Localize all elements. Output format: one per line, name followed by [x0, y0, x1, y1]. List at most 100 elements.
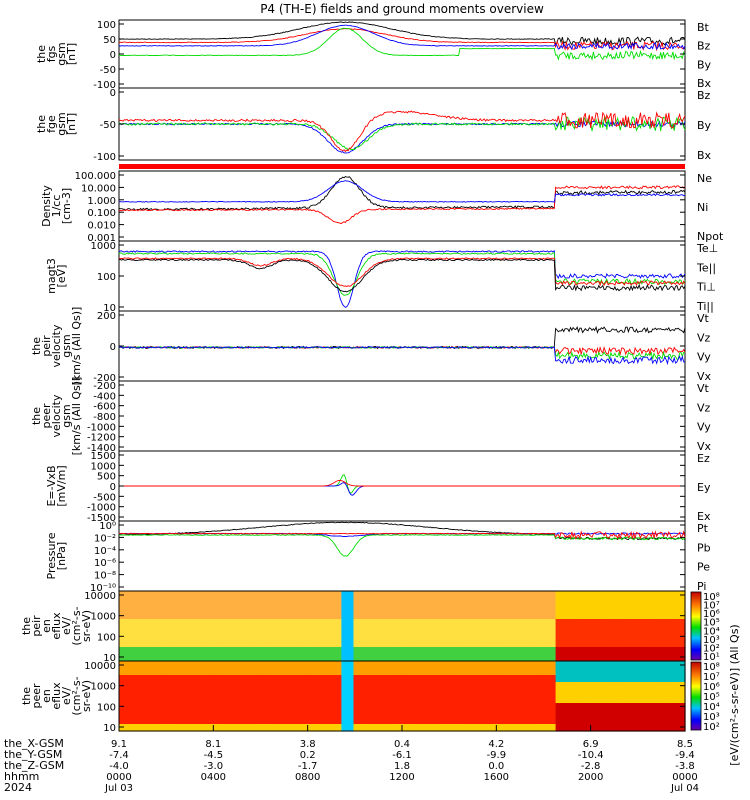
spectrogram-cell	[596, 591, 601, 599]
spectrogram-cell	[224, 703, 229, 711]
spectrogram-cell	[640, 626, 646, 634]
spectrogram-cell	[531, 661, 537, 669]
spectrogram-cell	[175, 612, 181, 620]
spectrogram-cell	[539, 605, 545, 613]
spectrogram-cell	[175, 647, 181, 655]
spectrogram-cell	[414, 682, 419, 690]
spectrogram-cell	[495, 717, 500, 725]
y-tick-label: 10	[103, 723, 116, 734]
spectrogram-cell	[503, 668, 508, 676]
spectrogram-cell	[454, 703, 460, 711]
spectrogram-cell	[503, 654, 508, 662]
spectrogram-cell	[203, 675, 209, 683]
spectrogram-cell	[244, 668, 249, 676]
spectrogram-cell	[495, 598, 500, 606]
spectrogram-cell	[203, 633, 209, 641]
colorbar	[690, 591, 702, 661]
spectrogram-cell	[175, 654, 181, 662]
spectrogram-cell	[426, 696, 431, 704]
spectrogram-cell	[280, 724, 286, 732]
spectrogram-cell	[575, 703, 581, 711]
spectrogram-cell	[579, 605, 585, 613]
spectrogram-cell	[167, 668, 173, 676]
spectrogram-cell	[288, 612, 294, 620]
spectrogram-cell	[228, 633, 233, 641]
x-row-label: the_X-GSM	[4, 737, 64, 750]
spectrogram-cell	[292, 654, 298, 662]
spectrogram-cell	[410, 675, 415, 683]
spectrogram-cell	[535, 626, 541, 634]
y-axis-label-line: velocity	[50, 324, 63, 367]
spectrogram-cell	[236, 710, 241, 718]
spectrogram-cell	[389, 724, 395, 732]
spectrogram-cell	[486, 703, 492, 711]
spectrogram-cell	[232, 710, 237, 718]
spectrogram-cell	[276, 668, 282, 676]
spectrogram-cell	[438, 591, 444, 599]
spectrogram-cell	[398, 605, 403, 613]
spectrogram-cell	[163, 661, 169, 669]
spectrogram-cell	[515, 591, 520, 599]
spectrogram-cell	[620, 647, 625, 655]
spectrogram-cell	[321, 724, 326, 732]
spectrogram-cell	[519, 675, 524, 683]
spectrogram-cell	[365, 654, 371, 662]
spectrogram-cell	[228, 689, 233, 697]
spectrogram-cell	[470, 605, 476, 613]
spectrogram-cell	[288, 668, 294, 676]
spectrogram-cell	[268, 710, 274, 718]
spectrogram-cell	[438, 647, 444, 655]
spectrogram-cell	[511, 619, 516, 627]
spectrogram-cell	[252, 626, 258, 634]
spectrogram-cell	[155, 710, 161, 718]
spectrogram-cell	[681, 598, 686, 606]
spectrogram-cell	[381, 696, 387, 704]
spectrogram-cell	[183, 724, 189, 732]
spectrogram-cell	[171, 675, 177, 683]
spectrogram-cell	[268, 619, 274, 627]
spectrogram-cell	[426, 598, 431, 606]
spectrogram-cell	[260, 647, 266, 655]
spectrogram-cell	[143, 682, 148, 690]
spectrogram-cell	[224, 647, 229, 655]
spectrogram-cell	[531, 598, 537, 606]
spectrogram-cell	[543, 626, 549, 634]
spectrogram-cell	[470, 710, 476, 718]
spectrogram-cell	[244, 675, 249, 683]
spectrogram-cell	[535, 675, 541, 683]
spectrogram-cell	[539, 724, 545, 732]
spectrogram-cell	[583, 675, 589, 683]
spectrogram-cell	[664, 682, 670, 690]
spectrogram-cell	[466, 626, 472, 634]
spectrogram-cell	[256, 703, 262, 711]
spectrogram-cell	[486, 682, 492, 690]
spectrogram-cell	[317, 626, 322, 634]
spectrogram-cell	[652, 717, 658, 725]
spectrogram-cell	[588, 633, 593, 641]
spectrogram-cell	[543, 703, 549, 711]
panel-peir_eflux: 10000100010010thepeirenefluxeV/(cm²-s-sr…	[20, 590, 720, 664]
spectrogram-cell	[543, 696, 549, 704]
spectrogram-cell	[345, 591, 351, 599]
spectrogram-cell	[652, 703, 658, 711]
spectrogram-cell	[288, 619, 294, 627]
spectrogram-cell	[648, 703, 654, 711]
x-tick-label: -6.1	[392, 750, 412, 761]
spectrogram-cell	[571, 682, 577, 690]
spectrogram-cell	[531, 689, 537, 697]
spectrogram-cell	[515, 598, 520, 606]
spectrogram-cell	[664, 605, 670, 613]
spectrogram-cell	[527, 668, 532, 676]
spectrogram-cell	[640, 640, 646, 648]
spectrogram-cell	[596, 647, 601, 655]
spectrogram-cell	[450, 619, 456, 627]
spectrogram-cell	[527, 696, 532, 704]
spectrogram-cell	[139, 619, 144, 627]
spectrogram-cell	[147, 696, 152, 704]
spectrogram-cell	[450, 696, 456, 704]
spectrogram-cell	[559, 689, 565, 697]
spectrogram-cell	[385, 626, 391, 634]
spectrogram-cell	[365, 619, 371, 627]
spectrogram-cell	[220, 640, 225, 648]
spectrogram-cell	[434, 612, 439, 620]
